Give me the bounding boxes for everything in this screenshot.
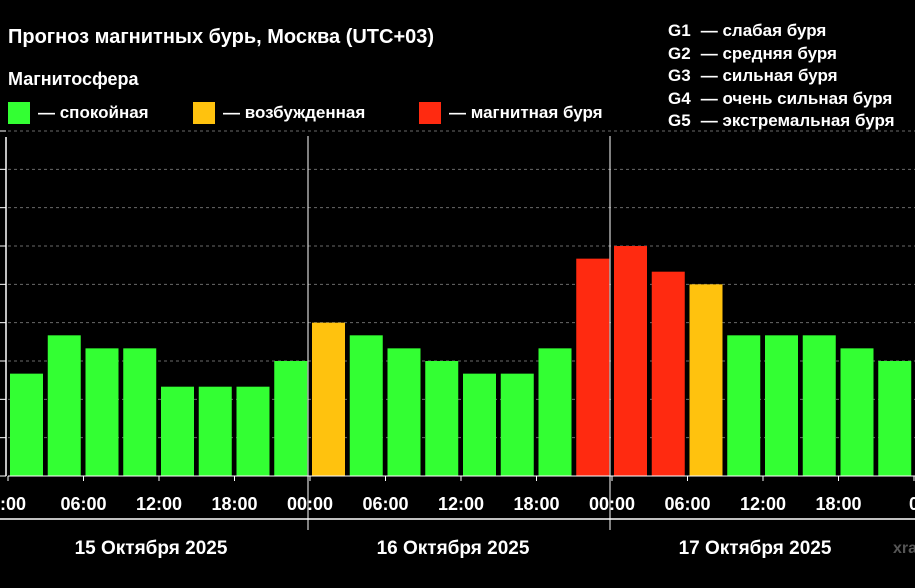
- day-label: 15 Октября 2025: [75, 538, 228, 559]
- bar: [651, 271, 685, 476]
- bar: [161, 386, 194, 476]
- bar: [689, 284, 723, 476]
- bar: [425, 361, 459, 476]
- storm-level-label: — очень сильная буря: [700, 88, 893, 108]
- bar: [614, 246, 647, 476]
- storm-level-label: — сильная буря: [700, 66, 838, 85]
- x-tick-label: 0: [909, 494, 915, 514]
- x-tick-label: 06:00: [664, 494, 710, 514]
- x-tick-label: 12:00: [136, 494, 182, 514]
- x-tick-label: 18:00: [513, 494, 559, 514]
- storm-level-code: G1: [668, 21, 691, 40]
- x-tick-label: 06:00: [362, 494, 408, 514]
- storm-level-code: G5: [668, 111, 691, 130]
- bar: [349, 335, 383, 476]
- bar: [312, 322, 345, 476]
- storm-level-g3: G3 — сильная буря: [668, 65, 895, 88]
- storm-level-g2: G2 — средняя буря: [668, 43, 895, 66]
- storm-level-code: G3: [668, 66, 691, 85]
- legend-heading: Магнитосфера: [8, 69, 139, 89]
- legend-swatch-calm: [8, 102, 30, 124]
- x-tick-label: 00:00: [589, 494, 635, 514]
- bar: [500, 373, 534, 476]
- bar: [123, 348, 157, 476]
- bar: [576, 258, 610, 476]
- legend-swatch-storm: [419, 102, 441, 124]
- storm-level-label: — экстремальная буря: [700, 111, 895, 130]
- bar: [463, 373, 496, 476]
- bar: [47, 335, 81, 476]
- bar: [387, 348, 421, 476]
- bar: [840, 348, 874, 476]
- chart-title: Прогноз магнитных бурь, Москва (UTC+03): [8, 26, 435, 48]
- bar: [765, 335, 798, 476]
- storm-levels-list: G1 — слабая буря G2 — средняя буря G3 — …: [668, 20, 895, 133]
- bar: [538, 348, 572, 476]
- bar: [878, 361, 912, 476]
- bar: [274, 361, 308, 476]
- x-tick-label: 12:00: [438, 494, 484, 514]
- storm-level-label: — слабая буря: [700, 21, 827, 40]
- legend-item-calm: — спокойная: [8, 102, 149, 124]
- day-label: 17 Октября 2025: [679, 538, 832, 559]
- bar: [198, 386, 232, 476]
- legend-label-excited: — возбужденная: [223, 103, 366, 122]
- x-tick-label: 00:00: [287, 494, 333, 514]
- x-tick-label: 18:00: [211, 494, 257, 514]
- legend-label-calm: — спокойная: [38, 103, 149, 122]
- watermark: xra: [893, 540, 915, 557]
- storm-level-g5: G5 — экстремальная буря: [668, 110, 895, 133]
- bar: [802, 335, 836, 476]
- x-tick-label: 12:00: [740, 494, 786, 514]
- day-label: 16 Октября 2025: [377, 538, 530, 559]
- legend-item-excited: — возбужденная: [193, 102, 365, 124]
- x-tick-label: 0:00: [0, 494, 26, 514]
- legend-label-storm: — магнитная буря: [449, 103, 603, 122]
- bar: [727, 335, 761, 476]
- bar: [85, 348, 119, 476]
- storm-level-code: G2: [668, 43, 691, 63]
- legend-swatch-excited: [193, 102, 215, 124]
- legend-item-storm: — магнитная буря: [419, 102, 603, 124]
- bar: [10, 373, 43, 476]
- x-tick-label: 18:00: [815, 494, 861, 514]
- x-tick-label: 06:00: [60, 494, 106, 514]
- storm-level-label: — средняя буря: [700, 43, 837, 63]
- storm-level-g4: G4 — очень сильная буря: [668, 88, 895, 111]
- storm-level-code: G4: [668, 88, 691, 108]
- bar: [236, 386, 270, 476]
- storm-level-g1: G1 — слабая буря: [668, 20, 895, 43]
